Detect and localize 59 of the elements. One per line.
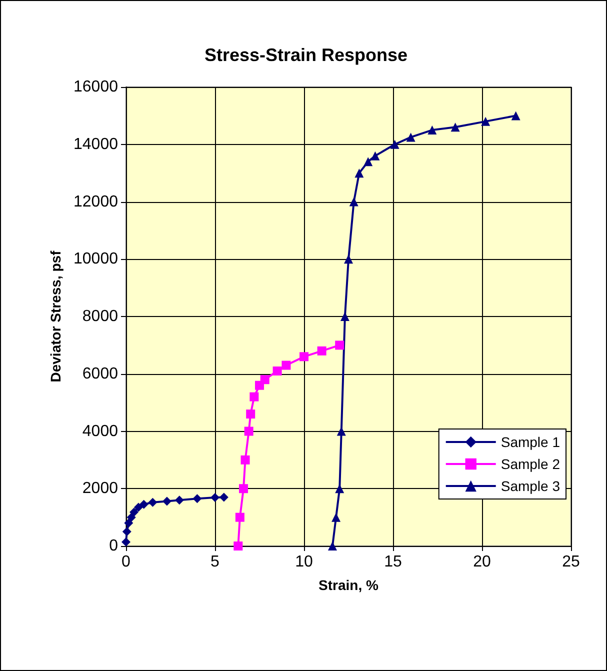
legend-label: Sample 3 (500, 478, 560, 494)
point (328, 542, 337, 550)
point (450, 122, 460, 132)
point (124, 518, 134, 528)
point (260, 375, 270, 384)
point (246, 410, 256, 419)
point (349, 197, 358, 206)
point (174, 496, 184, 505)
point (428, 126, 437, 135)
point (300, 352, 308, 362)
point (354, 168, 364, 178)
y-tick-label: 10000 (74, 250, 118, 268)
point (240, 455, 250, 464)
point (335, 340, 344, 350)
point (162, 496, 172, 506)
point (481, 116, 490, 126)
point (234, 542, 243, 550)
y-tick-label: 8000 (82, 308, 118, 325)
x-axis-title: Strain, % (318, 577, 379, 593)
point (235, 512, 244, 522)
x-tick-label: 20 (473, 554, 491, 570)
point (238, 484, 248, 494)
point (148, 498, 158, 507)
point (390, 140, 400, 149)
point (511, 111, 520, 120)
point (244, 426, 254, 436)
y-tick-label: 6000 (82, 365, 118, 382)
point (406, 132, 416, 142)
point (282, 360, 291, 370)
y-tick-label: 4000 (82, 422, 118, 440)
point (130, 508, 139, 517)
point (340, 312, 350, 321)
point (250, 392, 259, 402)
y-tick-label: 14000 (74, 136, 118, 153)
point (122, 527, 132, 536)
x-tick-label: 25 (562, 554, 580, 570)
x-tick-label: 15 (384, 554, 402, 570)
y-tick-label: 12000 (74, 193, 118, 210)
x-tick-label: 10 (295, 554, 313, 570)
legend-label: Sample 2 (500, 456, 560, 472)
point (272, 366, 282, 376)
x-tick-label: 0 (122, 554, 131, 570)
point (344, 254, 353, 264)
point (317, 346, 326, 356)
point (370, 151, 380, 160)
y-tick-label: 2000 (82, 480, 118, 498)
point (364, 157, 373, 166)
point (139, 500, 148, 509)
point (134, 502, 143, 512)
x-tick-label: 5 (210, 554, 220, 570)
point (332, 512, 341, 522)
y-axis-title: Deviator Stress, psf (48, 250, 64, 382)
y-tick-label: 0 (109, 538, 118, 554)
legend-label: Sample 1 (500, 434, 560, 450)
point (192, 494, 202, 504)
point (219, 492, 228, 502)
y-tick-label: 16000 (74, 78, 118, 96)
chart-title: Stress-Strain Response (204, 45, 408, 65)
point (210, 493, 220, 502)
